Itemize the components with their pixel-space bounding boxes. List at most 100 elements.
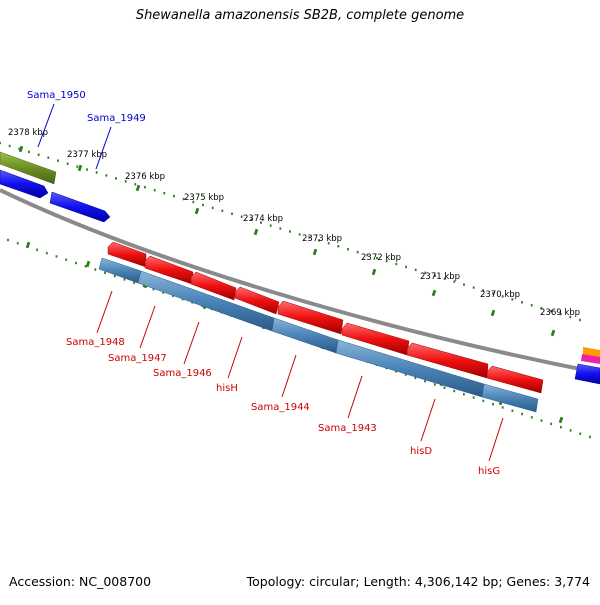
gene-magenta-feature-right[interactable] <box>581 354 600 364</box>
gene-hisD[interactable] <box>406 342 489 379</box>
minor-tick-outer <box>559 312 562 316</box>
minor-tick-outer <box>472 286 475 289</box>
minor-tick-inner <box>453 389 456 393</box>
major-tick-outer <box>18 145 24 153</box>
major-tick-inner <box>85 260 91 268</box>
gene-label-sama-1950[interactable]: Sama_1950 <box>27 90 86 101</box>
gene-label-sama-1949[interactable]: Sama_1949 <box>87 113 146 124</box>
major-tick-inner <box>558 416 564 424</box>
genome-backbone <box>0 188 600 375</box>
minor-tick-inner <box>521 412 523 416</box>
topology-text: Topology: circular; Length: 4,306,142 bp… <box>246 574 590 589</box>
minor-tick-outer <box>579 318 581 322</box>
minor-tick-inner <box>579 432 582 435</box>
minor-tick-outer <box>47 156 50 159</box>
gene-sama-1946[interactable] <box>190 271 237 301</box>
gene-sama-1944[interactable] <box>277 300 344 335</box>
minor-tick-outer <box>37 153 40 156</box>
minor-tick-inner <box>113 274 116 278</box>
minor-tick-inner <box>94 268 97 271</box>
gene-label-sama-1946[interactable]: Sama_1946 <box>153 368 212 379</box>
minor-tick-outer <box>347 248 349 251</box>
gene-blue-feature-right[interactable] <box>574 363 600 385</box>
minor-tick-outer <box>424 271 427 274</box>
minor-tick-outer <box>86 168 88 171</box>
minor-tick-outer <box>95 171 98 174</box>
minor-tick-inner <box>84 265 87 268</box>
minor-tick-inner <box>501 406 504 409</box>
callout-line-hisH <box>227 336 243 379</box>
minor-tick-inner <box>482 399 485 403</box>
scale-label-2375: 2375 kbp <box>184 193 224 203</box>
callout-line-sama-1948 <box>96 290 113 334</box>
minor-tick-outer <box>327 242 330 245</box>
gene-label-sama-1948[interactable]: Sama_1948 <box>66 337 125 348</box>
minor-tick-inner <box>45 251 48 255</box>
minor-tick-outer <box>530 304 533 307</box>
scale-label-2369: 2369 kbp <box>540 308 580 318</box>
minor-tick-outer <box>57 159 59 162</box>
gene-label-sama-1944[interactable]: Sama_1944 <box>251 402 310 413</box>
scale-ruler-outer <box>0 141 581 322</box>
major-ticks <box>18 145 564 424</box>
cds-hisG[interactable] <box>481 383 539 413</box>
minor-tick-outer <box>269 224 272 227</box>
minor-tick-outer <box>260 221 262 224</box>
page-title: Shewanella amazonensis SB2B, complete ge… <box>135 8 465 23</box>
minor-tick-inner <box>433 383 436 386</box>
minor-tick-outer <box>231 212 233 215</box>
gene-sama-1950[interactable] <box>0 169 49 199</box>
minor-tick-outer <box>569 315 572 319</box>
minor-tick-outer <box>0 141 1 145</box>
gene-hisG[interactable] <box>486 365 544 394</box>
minor-tick-outer <box>221 209 224 213</box>
minor-tick-inner <box>65 258 68 261</box>
gene-label-sama-1943[interactable]: Sama_1943 <box>318 423 377 434</box>
minor-tick-outer <box>153 189 156 192</box>
gene-hisH[interactable] <box>234 286 280 315</box>
minor-tick-inner <box>472 396 475 399</box>
gene-label-hisG[interactable]: hisG <box>478 466 500 477</box>
gene-sama-1948[interactable] <box>107 241 147 268</box>
minor-tick-outer <box>124 180 127 183</box>
minor-tick-inner <box>16 242 19 245</box>
gene-label-hisD[interactable]: hisD <box>410 446 432 457</box>
callout-line-sama-1943 <box>347 375 363 419</box>
minor-tick-inner <box>511 409 514 412</box>
scale-label-2370: 2370 kbp <box>480 290 520 300</box>
callout-line-sama-1950 <box>37 103 55 148</box>
minor-tick-outer <box>240 215 243 218</box>
minor-tick-outer <box>453 280 456 283</box>
gene-sama-1949[interactable] <box>49 191 111 223</box>
minor-tick-outer <box>366 253 369 257</box>
gene-label-sama-1947[interactable]: Sama_1947 <box>108 353 167 364</box>
minor-tick-outer <box>540 307 543 310</box>
callout-line-hisG <box>488 417 504 462</box>
scale-label-2373: 2373 kbp <box>302 234 342 244</box>
minor-tick-outer <box>501 295 504 298</box>
minor-tick-outer <box>250 218 253 221</box>
major-tick-outer <box>253 228 259 236</box>
callout-line-sama-1947 <box>139 305 156 349</box>
minor-tick-outer <box>376 256 378 260</box>
minor-tick-inner <box>550 422 553 426</box>
gene-olive-feature[interactable] <box>0 151 57 185</box>
minor-tick-outer <box>28 150 30 154</box>
scale-labels: 2378 kbp 2377 kbp 2376 kbp 2375 kbp 2374… <box>8 128 580 318</box>
minor-tick-outer <box>434 274 436 277</box>
minor-tick-inner <box>560 425 562 429</box>
minor-tick-outer <box>134 183 137 186</box>
minor-tick-outer <box>385 259 388 263</box>
minor-tick-inner <box>55 255 58 258</box>
major-tick-outer <box>431 289 437 297</box>
minor-tick-outer <box>318 239 320 242</box>
gene-sama-1943[interactable] <box>341 322 410 356</box>
minor-tick-inner <box>133 281 135 284</box>
minor-tick-outer <box>8 144 11 148</box>
minor-tick-outer <box>521 301 523 304</box>
minor-tick-outer <box>405 265 407 269</box>
gene-label-hisH[interactable]: hisH <box>216 383 238 394</box>
gene-sama-1947[interactable] <box>144 255 194 285</box>
